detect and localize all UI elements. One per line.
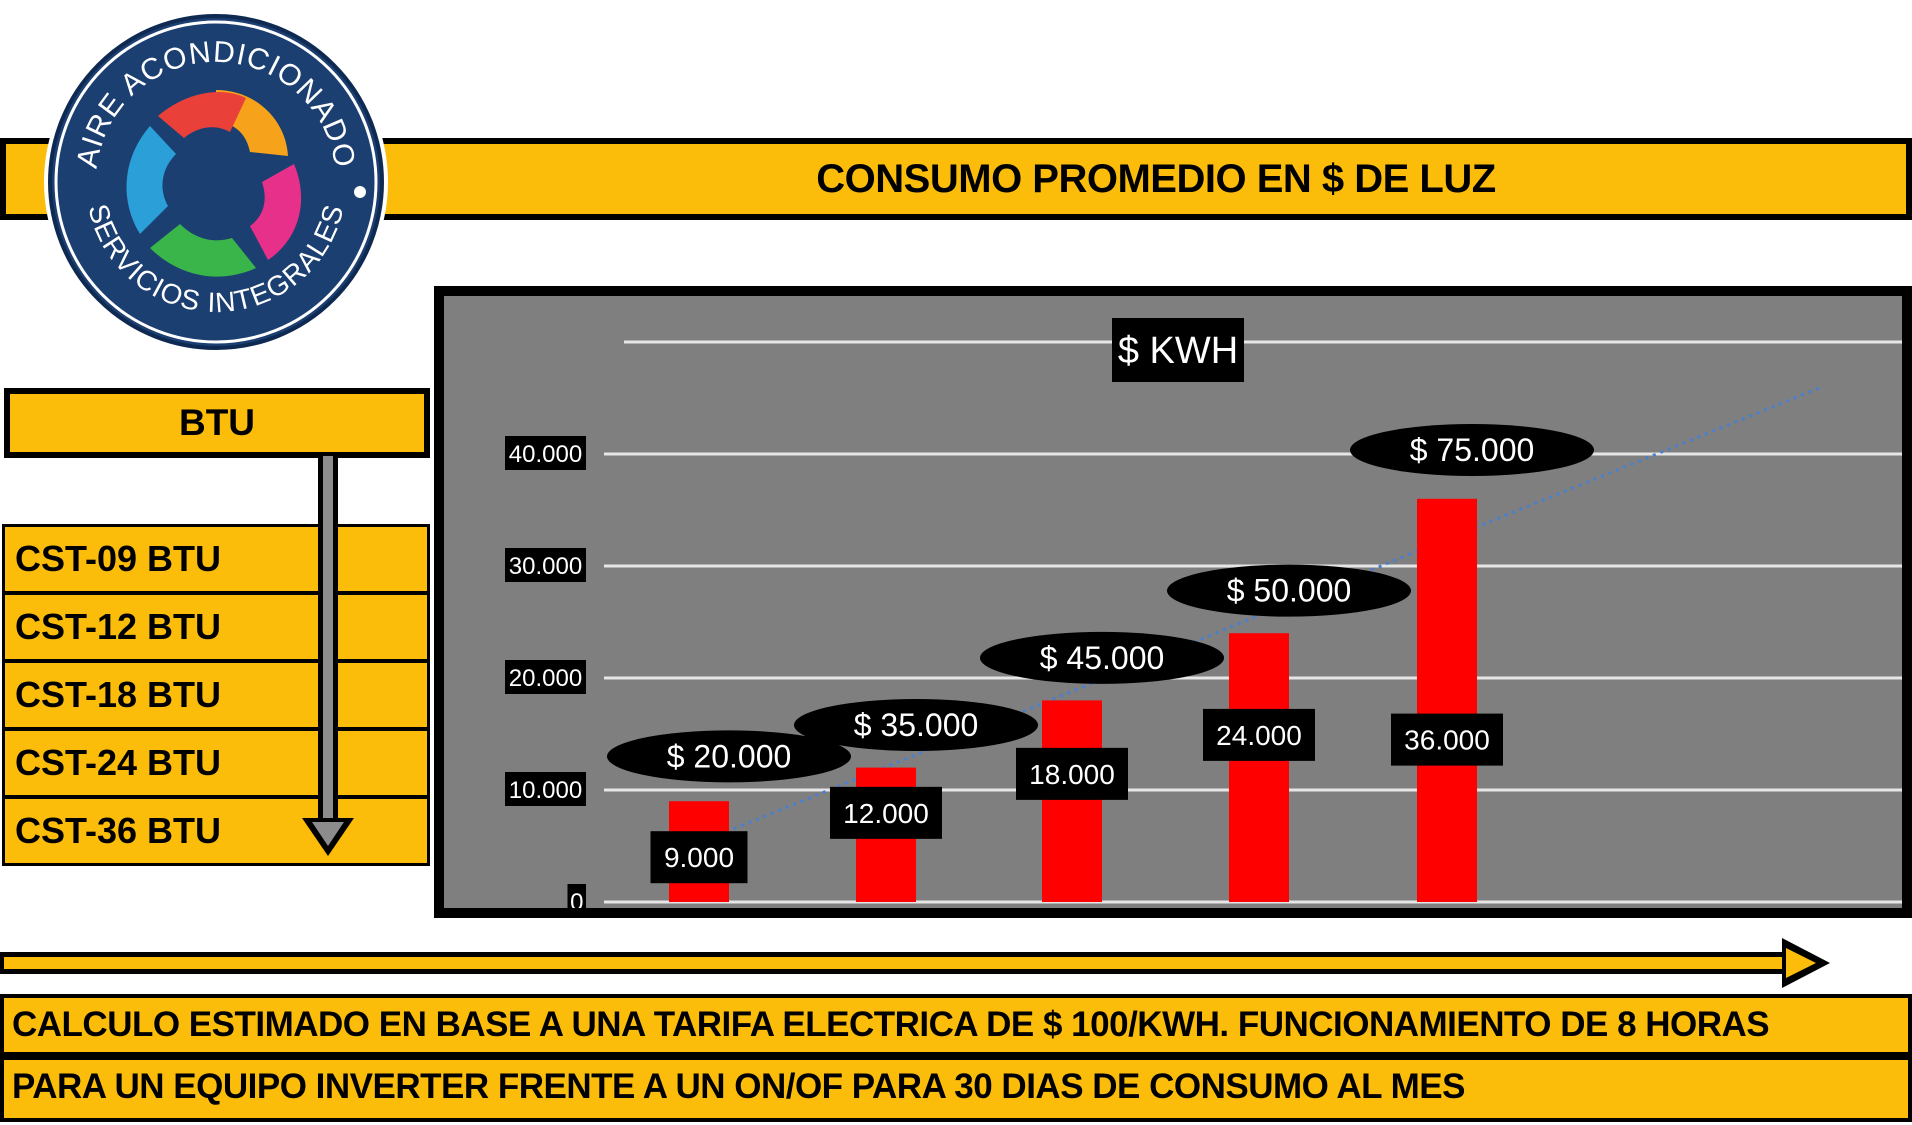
down-arrow-icon <box>302 456 354 856</box>
value-label: 24.000 <box>1203 708 1315 761</box>
bar <box>1417 498 1477 902</box>
bar <box>1229 633 1289 902</box>
cost-label: $ 50.000 <box>1167 564 1411 617</box>
btu-header: BTU <box>4 388 430 458</box>
page-title: CONSUMO PROMEDIO EN $ DE LUZ <box>816 156 1496 201</box>
y-tick-label: 20.000 <box>505 660 586 694</box>
svg-text:40.000: 40.000 <box>509 441 582 468</box>
svg-text:24.000: 24.000 <box>1216 720 1302 751</box>
svg-text:20.000: 20.000 <box>509 665 582 692</box>
svg-text:$ 20.000: $ 20.000 <box>667 738 792 774</box>
trendline <box>718 385 1823 837</box>
y-tick-label: 30.000 <box>505 548 586 582</box>
svg-text:9.000: 9.000 <box>664 842 734 873</box>
bar-chart: 0 10.000 20.000 30.000 40.000 9.000 $ 20.000 1… <box>505 318 1902 908</box>
btu-list: CST-09 BTU CST-12 BTU CST-18 BTU CST-24 … <box>2 524 430 866</box>
svg-text:$ 35.000: $ 35.000 <box>854 707 979 743</box>
cost-label: $ 35.000 <box>794 699 1038 752</box>
company-logo: AIRE ACONDICIONADO SERVICIOS INTEGRALES <box>44 10 388 354</box>
cost-label: $ 45.000 <box>980 631 1224 684</box>
btu-item-cst-18: CST-18 BTU <box>2 660 430 730</box>
svg-text:36.000: 36.000 <box>1404 725 1490 756</box>
value-label: 18.000 <box>1016 747 1128 800</box>
bar <box>1042 700 1102 902</box>
y-tick-label: 0 <box>567 884 586 908</box>
svg-text:$ 50.000: $ 50.000 <box>1227 573 1352 609</box>
cost-label: $ 20.000 <box>607 730 851 783</box>
value-label: 9.000 <box>650 831 748 884</box>
svg-text:12.000: 12.000 <box>843 798 929 829</box>
btu-item-cst-36: CST-36 BTU <box>2 796 430 866</box>
note-line-2: PARA UN EQUIPO INVERTER FRENTE A UN ON/O… <box>0 1056 1912 1122</box>
svg-text:$ KWH: $ KWH <box>1118 330 1238 372</box>
btu-item-cst-12: CST-12 BTU <box>2 592 430 662</box>
chart-title: $ KWH <box>1112 318 1244 382</box>
y-tick-label: 40.000 <box>505 436 586 470</box>
value-label: 36.000 <box>1391 713 1503 766</box>
note-line-1: CALCULO ESTIMADO EN BASE A UNA TARIFA EL… <box>0 994 1912 1056</box>
svg-text:$ 45.000: $ 45.000 <box>1040 640 1165 676</box>
svg-text:10.000: 10.000 <box>509 777 582 804</box>
svg-text:18.000: 18.000 <box>1029 759 1115 790</box>
btu-item-cst-24: CST-24 BTU <box>2 728 430 798</box>
btu-item-cst-09: CST-09 BTU <box>2 524 430 594</box>
y-tick-label: 10.000 <box>505 772 586 806</box>
cost-label: $ 75.000 <box>1350 424 1594 476</box>
svg-text:0: 0 <box>570 889 583 908</box>
right-arrow-icon <box>0 938 1830 988</box>
value-label: 12.000 <box>830 786 942 839</box>
svg-text:30.000: 30.000 <box>509 553 582 580</box>
svg-text:$ 75.000: $ 75.000 <box>1410 432 1535 468</box>
chart-panel: 0 10.000 20.000 30.000 40.000 9.000 $ 20.000 1… <box>434 286 1912 918</box>
